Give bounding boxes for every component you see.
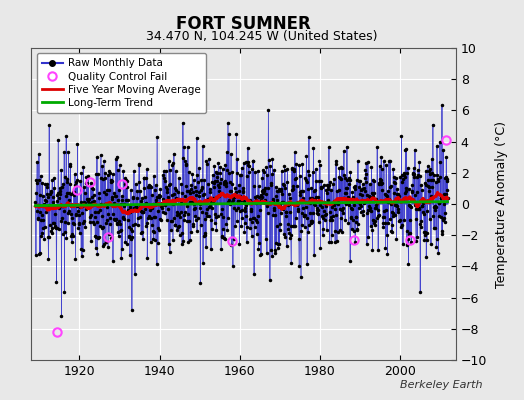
Text: 34.470 N, 104.245 W (United States): 34.470 N, 104.245 W (United States): [146, 30, 378, 43]
Legend: Raw Monthly Data, Quality Control Fail, Five Year Moving Average, Long-Term Tren: Raw Monthly Data, Quality Control Fail, …: [37, 53, 206, 113]
Title: FORT SUMNER: FORT SUMNER: [176, 14, 311, 32]
Y-axis label: Temperature Anomaly (°C): Temperature Anomaly (°C): [496, 120, 508, 288]
Text: Berkeley Earth: Berkeley Earth: [400, 380, 482, 390]
